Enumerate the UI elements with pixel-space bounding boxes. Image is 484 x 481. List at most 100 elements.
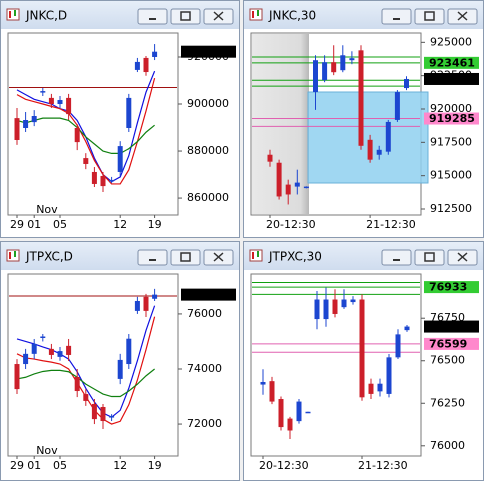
y-tick-label: 76000 xyxy=(430,439,465,452)
button-glyph xyxy=(457,252,468,262)
candle-body xyxy=(91,403,97,420)
candle-body xyxy=(74,376,80,392)
restore-button[interactable] xyxy=(170,249,201,266)
x-tick-label: 29 xyxy=(10,459,24,472)
candle-body xyxy=(376,149,382,155)
minimize-button[interactable] xyxy=(381,8,412,25)
minimize-button[interactable] xyxy=(137,8,168,25)
plot-area xyxy=(7,32,179,216)
candle-body xyxy=(332,299,338,314)
candle-body xyxy=(269,381,275,402)
candle-body xyxy=(83,394,89,401)
candle-body xyxy=(331,62,337,73)
candle-body xyxy=(404,78,409,89)
candle-body xyxy=(117,359,123,379)
x-tick-label: 19 xyxy=(148,459,162,472)
candle-body xyxy=(91,171,97,184)
price-tag-label: 922252 xyxy=(429,72,475,85)
x-tick-label: 21-12:30 xyxy=(366,218,416,231)
candle-body xyxy=(117,146,123,172)
button-glyph xyxy=(393,18,400,20)
chart-window: JTPXC,D 72000 74000 76000 29 01 05 12 19 Nov 76701 xyxy=(0,241,240,481)
price-tag-label: 76933 xyxy=(429,281,467,294)
restore-button[interactable] xyxy=(170,8,201,25)
candle-body xyxy=(126,338,132,365)
x-tick-label: 19 xyxy=(148,218,162,231)
candle-body xyxy=(386,357,392,394)
candle-body xyxy=(341,299,347,308)
y-tick-label: 72000 xyxy=(187,417,222,430)
x-tick-label: 05 xyxy=(53,218,67,231)
candle-body xyxy=(66,97,72,115)
candle-body xyxy=(100,406,106,422)
candle-body xyxy=(322,62,328,81)
button-glyph xyxy=(424,252,435,262)
candle-body xyxy=(296,401,302,422)
candle-body xyxy=(359,299,365,398)
candle-body xyxy=(303,186,309,189)
candle-body xyxy=(349,58,355,61)
x-tick-label: 20-12:30 xyxy=(259,459,309,472)
x-tick-label: 05 xyxy=(53,459,67,472)
minimize-button[interactable] xyxy=(137,249,168,266)
candle-body xyxy=(48,97,54,105)
chart-window: JNKC,D8600008800009000009200002901051219… xyxy=(0,0,240,238)
y-tick-label: 917500 xyxy=(430,135,472,148)
candle-body xyxy=(48,348,54,355)
window-icon xyxy=(6,249,20,262)
indicator-line xyxy=(16,368,155,398)
button-glyph xyxy=(180,11,191,21)
price-tag xyxy=(424,56,479,69)
candle-body xyxy=(367,139,373,160)
restore-button[interactable] xyxy=(414,8,445,25)
candle-body xyxy=(385,121,391,152)
window-icon xyxy=(6,8,20,21)
candle-body xyxy=(109,416,115,418)
candle-body xyxy=(66,345,72,355)
price-tag-label: 922252 xyxy=(186,45,232,58)
candle-body xyxy=(260,382,266,385)
candle-body xyxy=(340,55,346,71)
indicator-line xyxy=(16,77,156,185)
x-tick-label: 01 xyxy=(27,459,41,472)
price-tag xyxy=(424,337,479,350)
candle-body xyxy=(83,158,89,164)
month-label: Nov xyxy=(36,444,58,457)
candle-body xyxy=(278,399,284,428)
month-label: Nov xyxy=(36,203,58,216)
candle-body xyxy=(23,120,29,128)
y-tick-label: 915000 xyxy=(430,169,472,182)
button-glyph xyxy=(424,11,435,21)
window-title: JTPXC,30 xyxy=(268,250,322,264)
y-tick-label: 912500 xyxy=(430,202,472,215)
button-glyph xyxy=(213,252,224,262)
y-tick-label: 920000 xyxy=(430,102,472,115)
y-tick-label: 900000 xyxy=(187,97,229,110)
minimize-button[interactable] xyxy=(381,249,412,266)
candle-body xyxy=(368,383,374,394)
candle-body xyxy=(323,299,329,320)
window-icon xyxy=(249,249,263,262)
candle-body xyxy=(314,299,320,320)
candle-body xyxy=(126,97,132,128)
price-tag xyxy=(424,281,479,294)
y-tick-label: 880000 xyxy=(187,144,229,157)
candle-body xyxy=(358,50,364,146)
button-glyph xyxy=(393,259,400,261)
candle-body xyxy=(285,184,291,195)
x-tick-label: 12 xyxy=(113,459,127,472)
price-tag-label: 923461 xyxy=(429,56,475,69)
candle-body xyxy=(143,57,149,73)
candle-body xyxy=(404,326,410,331)
button-glyph xyxy=(149,18,156,20)
y-tick-label: 76500 xyxy=(430,354,465,367)
candle-body xyxy=(143,296,149,311)
candle-body xyxy=(31,343,37,354)
button-glyph xyxy=(213,11,224,21)
y-tick-label: 76000 xyxy=(187,307,222,320)
restore-button[interactable] xyxy=(414,249,445,266)
x-tick-label: 01 xyxy=(27,218,41,231)
button-glyph xyxy=(149,259,156,261)
